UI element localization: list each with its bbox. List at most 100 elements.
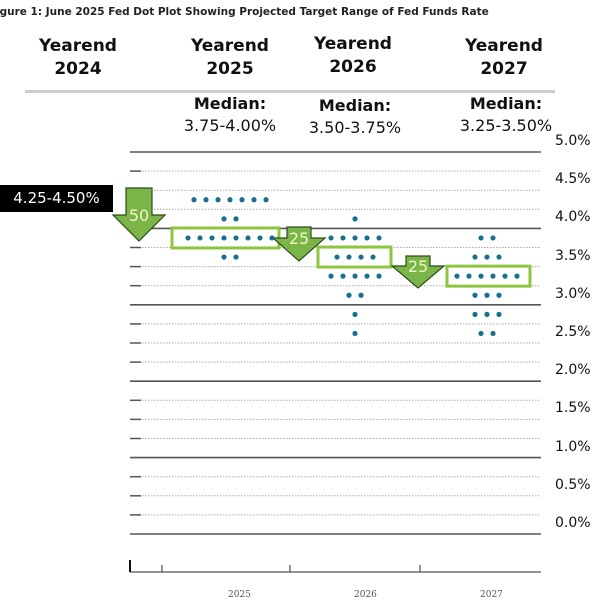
dot bbox=[352, 235, 358, 241]
x-tick-label-2025: 2025 bbox=[228, 590, 251, 600]
current-range-label: 4.25-4.50% bbox=[0, 185, 113, 212]
y-tick-label: 1.5% bbox=[555, 400, 591, 417]
dot bbox=[340, 273, 346, 279]
dot bbox=[352, 330, 358, 337]
dot bbox=[215, 197, 221, 203]
dot bbox=[269, 235, 275, 241]
down-arrow-icon bbox=[271, 226, 327, 262]
dot bbox=[376, 273, 382, 279]
dot bbox=[496, 254, 502, 260]
dot bbox=[346, 292, 352, 298]
header-line1: Yearend bbox=[39, 36, 117, 56]
dot bbox=[478, 235, 484, 241]
dot bbox=[472, 254, 478, 260]
header-2026: Yearend 2026 bbox=[293, 33, 413, 79]
dot bbox=[514, 273, 520, 279]
dot bbox=[502, 273, 508, 279]
rate-cut-label: 50 bbox=[129, 206, 149, 225]
dot bbox=[227, 197, 233, 203]
dot bbox=[340, 235, 346, 241]
dot bbox=[221, 254, 227, 260]
header-2025: Yearend 2025 bbox=[170, 35, 290, 81]
header-line2: 2026 bbox=[329, 57, 377, 77]
dot bbox=[358, 254, 364, 260]
down-arrow-icon bbox=[111, 187, 167, 242]
dot bbox=[454, 273, 460, 279]
y-tick-label: 2.5% bbox=[555, 324, 591, 340]
header-line1: Yearend bbox=[191, 36, 269, 56]
y-tick-label: 3.0% bbox=[555, 285, 591, 302]
dot bbox=[334, 254, 340, 260]
down-arrow-icon bbox=[390, 255, 446, 289]
rate-cut-label: 25 bbox=[289, 229, 309, 248]
dot bbox=[233, 254, 239, 260]
dot bbox=[496, 311, 502, 317]
y-tick-label: 0.0% bbox=[555, 515, 591, 531]
dot bbox=[478, 330, 484, 337]
x-tick-label-2027: 2027 bbox=[480, 590, 503, 600]
dot bbox=[209, 235, 215, 241]
dot bbox=[370, 254, 376, 260]
dot bbox=[478, 273, 484, 279]
median-2025: Median: 3.75-4.00% bbox=[165, 93, 295, 137]
y-tick-label: 3.5% bbox=[555, 247, 591, 264]
dot bbox=[364, 235, 370, 241]
median-2027: Median: 3.25-3.50% bbox=[441, 93, 571, 137]
dot bbox=[484, 254, 490, 260]
y-tick-label: 0.5% bbox=[555, 476, 591, 493]
dot bbox=[191, 197, 197, 203]
rate-cut-label: 25 bbox=[408, 257, 428, 276]
dot bbox=[346, 254, 352, 260]
y-tick-label: 4.0% bbox=[555, 209, 591, 226]
header-line1: Yearend bbox=[314, 34, 392, 54]
header-line2: 2025 bbox=[206, 59, 254, 79]
dot bbox=[364, 273, 370, 279]
dot bbox=[484, 292, 490, 298]
dot bbox=[203, 197, 209, 203]
median-value: 3.75-4.00% bbox=[183, 116, 277, 135]
dot bbox=[185, 235, 191, 241]
dot bbox=[233, 235, 239, 241]
y-tick-label: 5.0% bbox=[555, 133, 591, 149]
header-line1: Yearend bbox=[465, 36, 543, 56]
dot bbox=[490, 273, 496, 279]
dot bbox=[352, 273, 358, 279]
figure-title: igure 1: June 2025 Fed Dot Plot Showing … bbox=[0, 6, 489, 18]
header-line2: 2024 bbox=[54, 59, 102, 79]
y-tick-label: 1.0% bbox=[555, 438, 591, 455]
dot bbox=[239, 197, 245, 203]
dot bbox=[221, 235, 227, 241]
median-label: Median: bbox=[193, 94, 267, 113]
median-2026: Median: 3.50-3.75% bbox=[290, 95, 420, 139]
dot bbox=[245, 235, 251, 241]
dot bbox=[496, 292, 502, 298]
header-2024: Yearend 2024 bbox=[18, 35, 138, 81]
median-label: Median: bbox=[469, 94, 543, 113]
dot bbox=[472, 311, 478, 317]
median-value: 3.50-3.75% bbox=[308, 118, 402, 137]
header-divider bbox=[25, 90, 555, 93]
median-box bbox=[316, 245, 393, 269]
dot bbox=[263, 197, 269, 203]
x-tick-label-2026: 2026 bbox=[354, 590, 377, 600]
dot bbox=[472, 292, 478, 298]
dot bbox=[251, 197, 257, 203]
dot bbox=[466, 273, 472, 279]
dot bbox=[257, 235, 263, 241]
header-line2: 2027 bbox=[480, 59, 528, 79]
dot bbox=[490, 330, 496, 337]
dot bbox=[328, 235, 334, 241]
dot bbox=[484, 311, 490, 317]
dot bbox=[328, 273, 334, 279]
dot bbox=[233, 216, 239, 222]
median-label: Median: bbox=[318, 96, 392, 115]
y-tick-label: 4.5% bbox=[555, 171, 591, 188]
dot bbox=[490, 235, 496, 241]
dot bbox=[376, 235, 382, 241]
dot bbox=[221, 216, 227, 222]
header-2027: Yearend 2027 bbox=[444, 35, 564, 81]
dot bbox=[352, 216, 358, 222]
y-tick-label: 2.0% bbox=[555, 362, 591, 379]
dot bbox=[352, 311, 358, 317]
